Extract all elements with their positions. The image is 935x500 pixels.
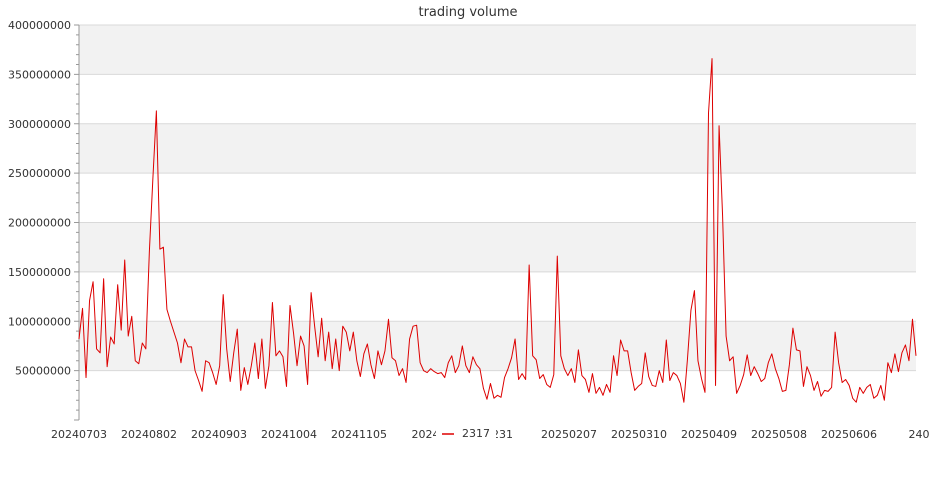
grid-bands xyxy=(79,25,916,371)
y-grid-lines xyxy=(79,24,916,372)
x-tick-label: 20250207 xyxy=(541,428,597,441)
y-tick-label: 100000000 xyxy=(8,315,71,328)
legend: 2317 xyxy=(436,425,496,441)
y-tick-label: 200000000 xyxy=(8,217,71,230)
y-tick-label: 400000000 xyxy=(8,19,71,32)
y-tick-label: 150000000 xyxy=(8,266,71,279)
series-layer xyxy=(78,58,917,403)
grid-band xyxy=(79,321,916,371)
grid-band xyxy=(79,222,916,272)
y-tick-label: 300000000 xyxy=(8,118,71,131)
x-axis: 20240703 20240802 20240903 20241004 20241105… xyxy=(51,428,930,441)
y-axis: 50000000 100000000 150000000 200000000 25000… xyxy=(8,19,80,421)
grid-band xyxy=(79,123,916,174)
x-tick-label: 20240802 xyxy=(121,428,177,441)
x-tick-label: 240 xyxy=(909,428,930,441)
series-line-2317 xyxy=(78,58,917,403)
grid-band xyxy=(79,25,916,75)
y-tick-label: 250000000 xyxy=(8,167,71,180)
x-tick-label: 20250310 xyxy=(611,428,667,441)
legend-label-2317: 2317 xyxy=(462,427,490,440)
y-tick-label: 350000000 xyxy=(8,68,71,81)
x-tick-label: 20241105 xyxy=(331,428,387,441)
x-tick-label: 20240903 xyxy=(191,428,247,441)
y-tick-label: 50000000 xyxy=(15,365,71,378)
x-tick-label: 20241004 xyxy=(261,428,317,441)
chart-title: trading volume xyxy=(418,5,517,20)
x-tick-label: 20250606 xyxy=(821,428,877,441)
legend-background xyxy=(436,425,496,441)
x-tick-label: 20250409 xyxy=(681,428,737,441)
x-tick-label: 20250508 xyxy=(751,428,807,441)
x-tick-label: 20240703 xyxy=(51,428,107,441)
